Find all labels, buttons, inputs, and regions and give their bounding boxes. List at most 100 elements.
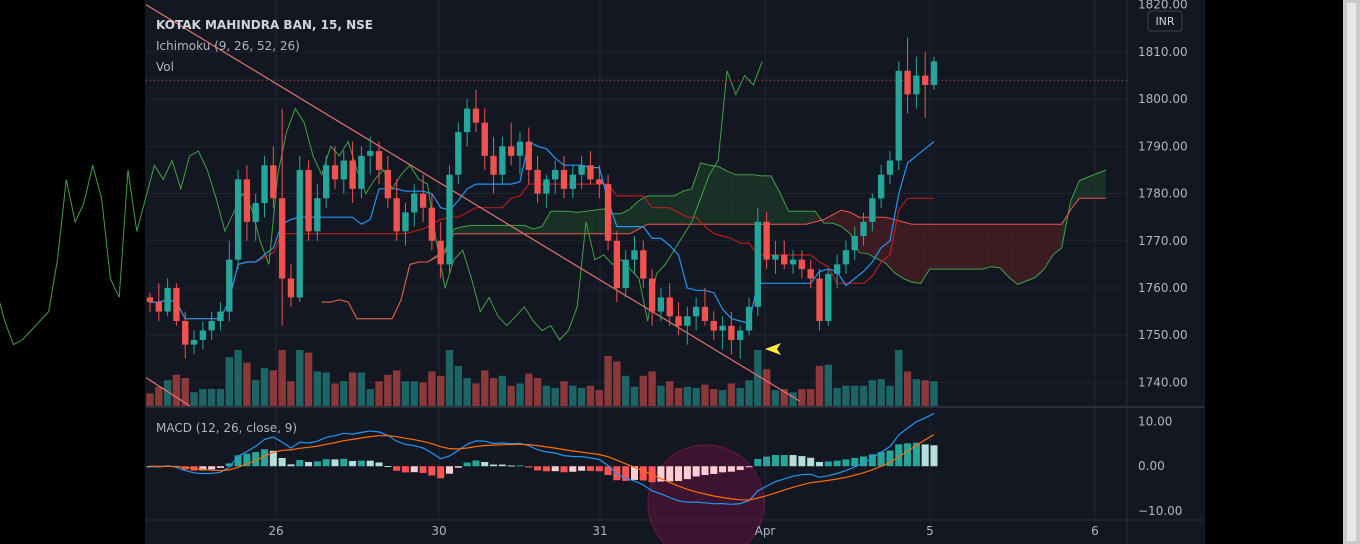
macd-histogram-bar [622,466,630,481]
volume-bar [868,380,877,406]
candlesticks[interactable] [146,37,938,359]
macd-histogram-bar [216,466,224,468]
macd-histogram-bar [481,461,489,467]
volume-bar [692,387,700,406]
macd-histogram-bar [296,460,304,467]
candle-body [182,321,189,345]
cloud-segment [480,225,490,234]
candle-body [807,269,814,279]
macd-histogram-bar [419,466,427,473]
candle-body [648,278,656,312]
price-tick-label: 1810.00 [1138,45,1188,59]
volume-bar [489,378,498,406]
currency-badge[interactable]: INR [1147,10,1183,32]
volume-bar [912,379,921,406]
volume-bar [930,381,938,406]
candle-body [842,250,850,265]
volume-bar [525,373,533,406]
candle-body [710,321,717,331]
candle-body [534,169,541,194]
candle-body [922,75,929,85]
volume-bar [296,350,304,406]
time-tick-label: 5 [926,524,934,538]
candle-body [913,75,920,95]
macd-histogram-bar [868,454,876,467]
cloud-segment [1008,224,1018,285]
volume-bar [225,357,233,406]
candle-body [772,254,779,260]
macd-histogram-bar [534,466,542,471]
price-axis[interactable]: 1810.00 1800.00 1790.00 1780.00 1770.00 1760.… [1138,0,1188,518]
candle-body [895,70,902,161]
candle-body [569,174,577,189]
candle-body [754,221,761,307]
macd-histogram-bar [516,465,524,467]
candle-body [155,302,162,312]
candle-body [190,339,198,345]
macd-tick-label: 10.00 [1138,414,1172,428]
cloud-segment [735,174,745,225]
macd-pane[interactable] [146,413,938,544]
macd-histogram-bar [675,466,683,481]
volume-bar [392,370,401,406]
volume-bar [207,389,216,406]
candle-body [525,141,532,170]
chart-title: KOTAK MAHINDRA BAN, 15, NSE [156,18,373,32]
volume-bar [815,365,824,406]
macd-histogram-bar [578,466,586,471]
volume-bar [190,392,198,406]
cloud-segment [550,211,560,234]
macd-histogram-bar [719,466,727,473]
volume-bar [577,387,586,406]
candle-body [798,259,806,270]
candle-body [763,221,770,260]
candle-body [640,250,647,279]
macd-histogram-bar [586,466,594,471]
volume-bar [789,392,797,406]
macd-histogram-bar [498,464,506,467]
cloud-segment [497,225,507,234]
macd-histogram-bar [842,459,850,467]
macd-histogram-bar [560,466,568,473]
candle-body [578,165,585,175]
scrollbar-thumb[interactable] [1347,3,1356,541]
candle-body [860,221,867,237]
volume-bar [507,385,515,406]
volume-bar [833,387,841,406]
candle-body [904,70,911,95]
cloud-segment [515,225,525,234]
macd-histogram-bar [895,444,903,467]
macd-histogram-bar [727,466,735,472]
macd-histogram-bar [666,466,674,482]
macd-histogram-bar [260,449,269,467]
trendline [145,4,801,402]
candle-body [173,287,180,322]
volume-bar [604,356,612,406]
volume-bar [348,372,357,406]
volume-bar [586,385,595,406]
price-tick-label: 1770.00 [1138,234,1188,248]
candle-body [164,287,171,312]
macd-histogram-bar [639,466,647,481]
candle-body [261,165,268,203]
candle-body [323,165,330,199]
currency-badge-box [1147,10,1183,32]
cloud-segment [771,175,780,225]
volume-bar [639,375,648,406]
macd-histogram-bar [225,463,233,467]
macd-histogram-bar [771,455,779,467]
cloud-segment [594,208,604,234]
cloud-segment [665,195,675,225]
candle-body [437,240,444,265]
macd-histogram-bar [851,457,859,467]
macd-histogram-bar [340,458,348,467]
cloud-segment [682,188,692,225]
macd-histogram-bar [807,457,815,467]
candle-body [745,306,753,331]
volume-bar [340,381,348,406]
candle-body [411,193,418,213]
time-axis[interactable]: 26 30 31 Apr 5 6 [268,524,1098,538]
macd-histogram-bar [683,466,691,480]
macd-histogram-bar [199,466,207,471]
